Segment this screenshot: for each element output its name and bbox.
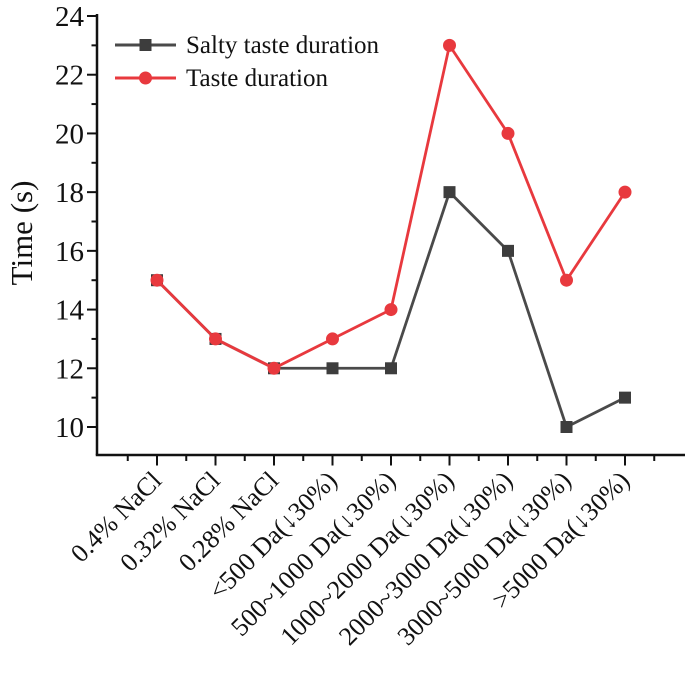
data-point-marker bbox=[560, 273, 573, 287]
data-point-marker bbox=[267, 361, 281, 375]
data-point-marker bbox=[619, 391, 631, 404]
data-point-marker bbox=[384, 303, 398, 317]
series-taste-duration bbox=[150, 38, 632, 375]
legend-label-salty: Salty taste duration bbox=[186, 32, 380, 59]
y-axis-labels: 10 12 14 16 18 20 22 24 bbox=[55, 1, 85, 444]
y-tick-label: 18 bbox=[55, 177, 84, 209]
y-tick-label: 14 bbox=[55, 295, 85, 327]
y-tick-label: 22 bbox=[55, 60, 84, 92]
y-tick-label: 24 bbox=[55, 1, 85, 33]
y-tick-label: 12 bbox=[55, 353, 84, 385]
y-tick-label: 10 bbox=[55, 412, 84, 444]
data-point-marker bbox=[502, 244, 514, 257]
data-point-marker bbox=[326, 332, 339, 346]
data-point-marker bbox=[560, 421, 573, 433]
y-axis-title: Time (s) bbox=[4, 181, 39, 286]
legend-square-marker-icon bbox=[139, 39, 152, 51]
axes bbox=[87, 14, 685, 466]
legend: Salty taste duration Taste duration bbox=[115, 32, 380, 92]
series-layer bbox=[150, 38, 632, 433]
legend-label-taste: Taste duration bbox=[186, 65, 328, 92]
y-tick-label: 20 bbox=[55, 118, 84, 150]
data-point-marker bbox=[385, 362, 397, 375]
legend-circle-marker-icon bbox=[139, 71, 152, 85]
y-tick-label: 16 bbox=[55, 236, 84, 268]
data-point-marker bbox=[618, 185, 632, 199]
data-point-marker bbox=[326, 362, 339, 375]
data-point-marker bbox=[443, 186, 456, 199]
data-point-marker bbox=[501, 126, 515, 140]
data-point-marker bbox=[209, 332, 222, 346]
data-point-marker bbox=[443, 38, 456, 52]
data-point-marker bbox=[150, 273, 164, 287]
series-line bbox=[156, 41, 627, 370]
